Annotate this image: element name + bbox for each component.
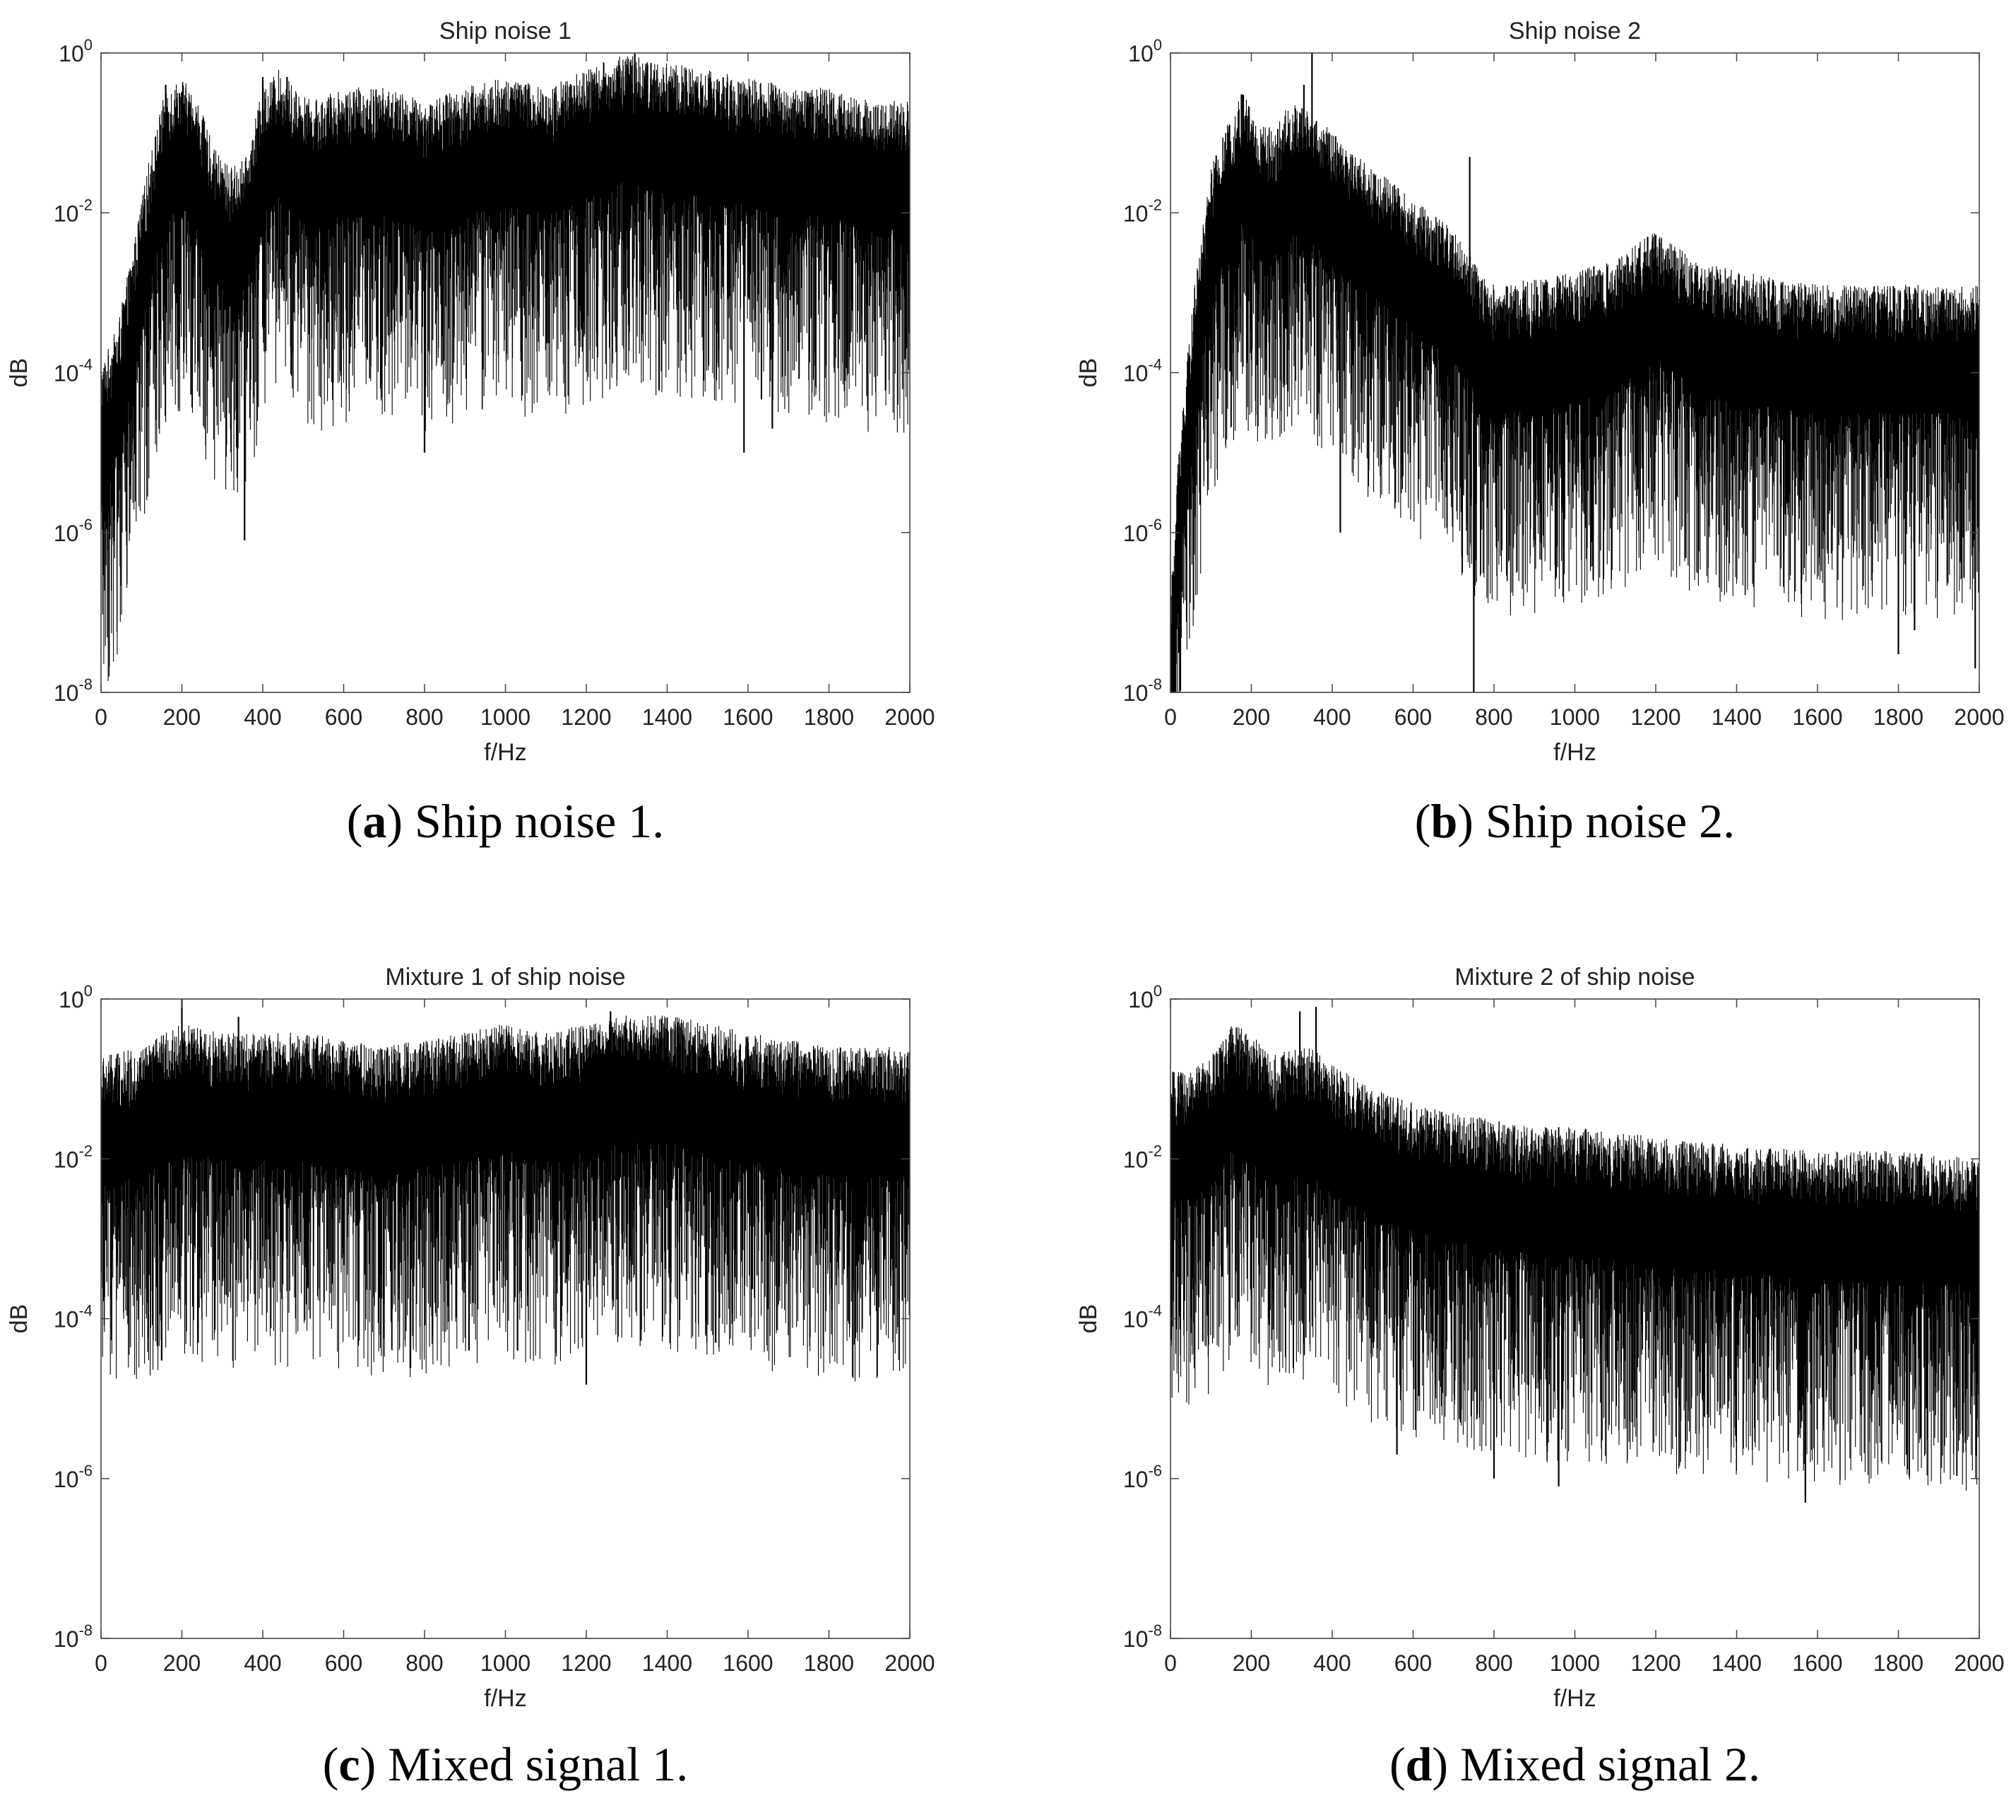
y-tick-label: 10-2 [1123,196,1162,226]
x-tick-label: 400 [244,704,281,730]
y-axis-label: dB [1075,1304,1102,1334]
x-tick-label: 1000 [1550,1650,1600,1676]
x-tick-label: 600 [1394,1650,1432,1676]
y-tick-label: 10-4 [1123,1302,1162,1332]
x-tick-label: 0 [1164,704,1177,730]
x-axis-label: f/Hz [1553,739,1596,766]
y-tick-label: 10-8 [1123,1621,1162,1652]
x-tick-label: 1400 [642,704,692,730]
x-tick-label: 2000 [884,704,935,730]
x-tick-label: 200 [1233,704,1270,730]
x-tick-label: 1400 [1712,1650,1762,1676]
x-tick-label: 200 [163,1650,201,1676]
chart-panel-a: Ship noise 1 0 200 400 600 800 1000 1200 1400 160… [6,18,935,848]
chart-panel-c: Mixture 1 of ship noise 0 200 400 600 800 1000… [6,964,935,1791]
spectrum-series [1170,94,1979,692]
panel-caption: (a) Ship noise 1. [347,794,665,848]
x-axis-label: f/Hz [484,1685,526,1712]
y-tick-label: 10-4 [1123,356,1162,386]
y-tick-label: 100 [59,982,93,1012]
x-tick-label: 1600 [723,704,773,730]
spectrum-series [1170,1026,1979,1491]
x-tick-label: 0 [95,704,107,730]
panel-caption: (b) Ship noise 2. [1415,794,1735,848]
chart-panel-b: Ship noise 2 0 200 400 600 800 1000 1200 1400 160… [1075,18,2005,848]
x-tick-label: 1200 [1630,1650,1680,1676]
y-axis-label: dB [6,1304,32,1334]
x-tick-label: 1400 [1712,704,1762,730]
x-axis-label: f/Hz [1553,1685,1596,1712]
x-tick-label: 1000 [1550,704,1600,730]
x-tick-label: 1600 [1792,1650,1842,1676]
x-tick-label: 600 [325,704,362,730]
x-tick-label: 800 [1475,704,1512,730]
x-tick-label: 400 [1313,704,1351,730]
y-tick-label: 10-8 [54,1621,93,1652]
spectrum-series [101,56,910,681]
y-axis-label: dB [6,358,32,388]
y-tick-label: 10-8 [54,675,93,706]
chart-title: Mixture 2 of ship noise [1454,964,1695,991]
x-tick-label: 1200 [561,1650,611,1676]
y-tick-label: 10-2 [54,1142,93,1172]
y-tick-label: 10-6 [54,516,93,546]
chart-title: Mixture 1 of ship noise [385,964,625,991]
x-tick-label: 200 [1233,1650,1270,1676]
y-tick-label: 10-8 [1123,675,1162,706]
x-tick-label: 2000 [1954,704,2004,730]
x-tick-label: 1800 [1873,1650,1923,1676]
x-axis-label: f/Hz [484,739,526,766]
x-tick-label: 2000 [884,1650,935,1676]
y-tick-label: 100 [1128,36,1162,66]
panel-caption: (c) Mixed signal 1. [323,1737,688,1791]
x-tick-label: 800 [405,704,443,730]
x-tick-label: 200 [163,704,201,730]
x-tick-label: 600 [1394,704,1432,730]
chart-title: Ship noise 1 [439,18,571,45]
x-tick-label: 400 [1313,1650,1351,1676]
x-tick-label: 2000 [1954,1650,2004,1676]
x-tick-label: 800 [405,1650,443,1676]
x-tick-label: 1600 [1792,704,1842,730]
x-tick-label: 800 [1475,1650,1512,1676]
chart-panel-d: Mixture 2 of ship noise 0 200 400 600 800 1000… [1075,964,2005,1791]
x-tick-label: 1200 [561,704,611,730]
x-tick-label: 1800 [1873,704,1923,730]
x-tick-label: 1000 [480,1650,530,1676]
x-tick-label: 1400 [642,1650,692,1676]
x-tick-label: 400 [244,1650,281,1676]
x-tick-label: 1600 [723,1650,773,1676]
y-tick-label: 10-6 [1123,516,1162,546]
panel-caption: (d) Mixed signal 2. [1389,1737,1760,1791]
y-tick-label: 100 [59,36,93,66]
y-tick-label: 10-6 [1123,1462,1162,1492]
chart-title: Ship noise 2 [1509,18,1641,45]
y-tick-label: 10-6 [54,1462,93,1492]
x-tick-label: 0 [95,1650,107,1676]
y-tick-label: 10-4 [54,356,93,386]
x-tick-label: 1000 [480,704,530,730]
x-tick-label: 1800 [804,704,854,730]
y-tick-label: 10-2 [54,196,93,226]
spectrum-series [101,1015,910,1382]
x-tick-label: 1200 [1630,704,1680,730]
x-tick-label: 600 [325,1650,362,1676]
y-tick-label: 10-4 [54,1302,93,1332]
x-tick-label: 1800 [804,1650,854,1676]
x-tick-label: 0 [1164,1650,1177,1676]
y-axis-label: dB [1075,358,1102,388]
y-tick-label: 100 [1128,982,1162,1012]
y-tick-label: 10-2 [1123,1142,1162,1172]
